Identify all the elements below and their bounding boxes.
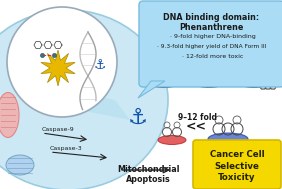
Polygon shape <box>20 80 130 120</box>
Text: ⚓: ⚓ <box>94 58 106 72</box>
Polygon shape <box>41 50 75 86</box>
Ellipse shape <box>0 10 168 189</box>
Text: O: O <box>149 83 153 88</box>
Text: Phenanthrene: Phenanthrene <box>179 23 244 32</box>
Ellipse shape <box>6 155 34 175</box>
Text: · 9-fold higher DNA-binding: · 9-fold higher DNA-binding <box>168 34 255 39</box>
Text: Apoptosis: Apoptosis <box>125 175 170 184</box>
Ellipse shape <box>158 136 186 145</box>
Text: · 9.3-fold higher yield of DNA Form III: · 9.3-fold higher yield of DNA Form III <box>157 44 266 49</box>
Circle shape <box>7 7 117 117</box>
Text: 9–12 fold: 9–12 fold <box>179 114 217 122</box>
Text: ⚓: ⚓ <box>128 108 148 128</box>
Ellipse shape <box>0 92 19 138</box>
Text: Caspase-9: Caspase-9 <box>42 127 75 132</box>
Text: Toxicity: Toxicity <box>218 173 256 182</box>
Text: <<: << <box>186 121 206 133</box>
Text: Cancer Cell: Cancer Cell <box>210 150 264 159</box>
Text: Selective: Selective <box>215 162 259 171</box>
Polygon shape <box>138 81 165 98</box>
Text: DNA binding domain:: DNA binding domain: <box>164 13 259 22</box>
Text: Mitochondrial: Mitochondrial <box>117 165 179 174</box>
FancyBboxPatch shape <box>193 140 281 189</box>
Ellipse shape <box>208 133 248 145</box>
Text: · 12-fold more toxic: · 12-fold more toxic <box>180 54 243 59</box>
Text: Caspase-3: Caspase-3 <box>50 146 83 151</box>
FancyBboxPatch shape <box>139 1 282 87</box>
